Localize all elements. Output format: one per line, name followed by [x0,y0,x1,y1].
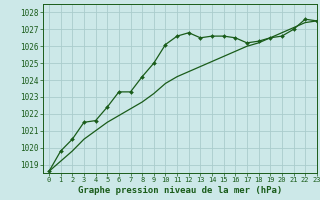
X-axis label: Graphe pression niveau de la mer (hPa): Graphe pression niveau de la mer (hPa) [78,186,282,195]
